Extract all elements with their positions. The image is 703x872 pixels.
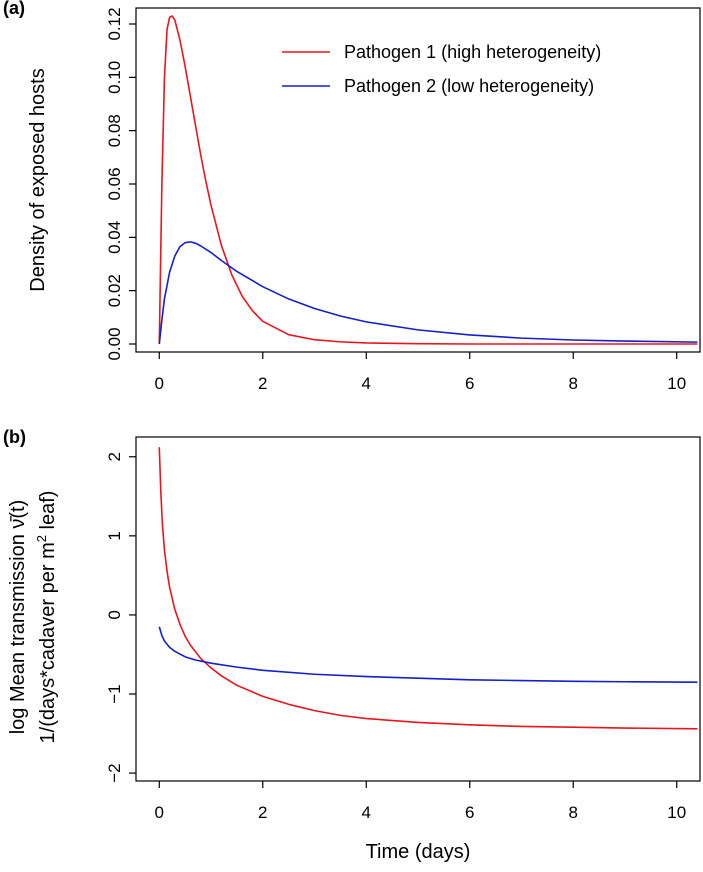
series-line-pathogen-1 (158, 15, 698, 345)
legend: Pathogen 1 (high heterogeneity) Pathogen … (282, 42, 601, 96)
y-axis-title-line2-part1: 1/(days*cadaver per m (37, 542, 59, 743)
x-tick-label: 10 (667, 803, 686, 822)
y-axis-title-line2-superscript: 2 (34, 535, 49, 542)
x-tick-label: 8 (568, 803, 577, 822)
y-tick-label: −2 (105, 763, 124, 782)
x-tick-label: 4 (362, 803, 371, 822)
plot-frame (135, 7, 701, 353)
y-tick-label: 2 (105, 452, 124, 461)
y-axis-title: Density of exposed hosts (27, 68, 49, 291)
x-tick-label: 4 (362, 374, 371, 393)
x-tick-label: 10 (667, 374, 686, 393)
y-tick-label: 0.02 (105, 274, 124, 307)
x-tick-label: 0 (155, 374, 164, 393)
plot-frame (135, 436, 701, 782)
panel-label: (a) (3, 0, 25, 18)
panel-b: 0 2 4 6 8 10 −2 −1 0 1 2 (b) log Mean transmission ν… (3, 427, 701, 863)
x-tick-label: 8 (568, 374, 577, 393)
y-tick-label: 0.12 (105, 7, 124, 40)
legend-label: Pathogen 2 (low heterogeneity) (344, 76, 594, 96)
y-tick-label: 0 (105, 610, 124, 619)
x-axis-title: Time (days) (366, 841, 471, 863)
y-tick-label: −1 (105, 684, 124, 703)
x-tick-label: 2 (258, 374, 267, 393)
x-tick-label: 0 (155, 803, 164, 822)
series-line-pathogen-2 (158, 626, 698, 683)
series-line-pathogen-2 (158, 241, 698, 345)
y-axis-title-line2: 1/(days*cadaver per m2 leaf) (34, 491, 59, 744)
y-tick-label: 0.08 (105, 114, 124, 147)
series-line-pathogen-1 (158, 447, 698, 730)
y-axis-title-line1: log Mean transmission ν̄(t) (7, 500, 29, 735)
panel-label: (b) (3, 427, 26, 447)
y-tick-label: 1 (105, 531, 124, 540)
x-tick-label: 2 (258, 803, 267, 822)
y-tick-label: 0.06 (105, 167, 124, 200)
y-tick-label: 0.04 (105, 221, 124, 254)
y-tick-label: 0.00 (105, 327, 124, 360)
y-tick-label: 0.10 (105, 61, 124, 94)
y-axis-title-line2-part2: leaf) (37, 491, 59, 535)
panel-a: 0 2 4 6 8 10 0.00 0.02 0.04 0.06 0.08 0.10 0.12 (a) De… (3, 0, 701, 393)
x-tick-label: 6 (465, 803, 474, 822)
x-tick-label: 6 (465, 374, 474, 393)
legend-label: Pathogen 1 (high heterogeneity) (344, 42, 601, 62)
